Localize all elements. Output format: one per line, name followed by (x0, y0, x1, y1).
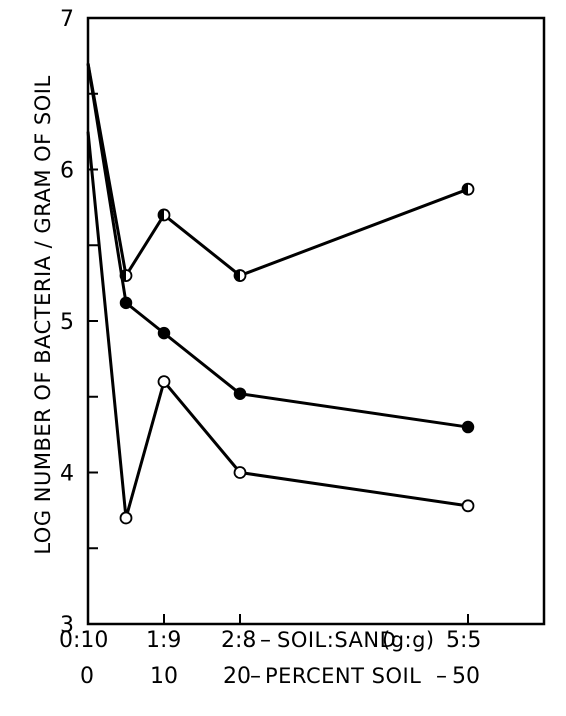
x-tick-label-ratio-3: 5:5 (446, 628, 481, 653)
x-axis-dash-2: – (250, 664, 261, 689)
x-axis-dash-1: – (260, 628, 271, 653)
x-tick-label-ratio-0: 0:10 (59, 628, 108, 653)
series-line-open (86, 131, 469, 520)
x-tick-label-percent-3: 50 (452, 664, 480, 689)
x-tick-label-ratio-1: 1:9 (146, 628, 181, 653)
y-tick-labels: 3 4 5 6 7 (60, 7, 74, 638)
data-point-half-filled (461, 182, 475, 196)
x-tick-label-percent-0: 0 (80, 664, 94, 689)
marker-half-fill (120, 270, 126, 282)
marker-half-fill (234, 270, 240, 282)
data-point-half-filled (233, 269, 247, 282)
data-point-open (157, 375, 171, 389)
x-tick-label-percent-1: 10 (150, 664, 178, 689)
y-tick-label: 4 (60, 462, 74, 487)
x-tick-label-percent-2: 20 (223, 664, 251, 689)
data-point-half-filled (157, 208, 171, 222)
series-markers (119, 182, 475, 525)
plot-frame (86, 16, 546, 626)
x-axis-label-percent: PERCENT SOIL (265, 664, 421, 688)
y-axis-label: LOG NUMBER OF BACTERIA / GRAM OF SOIL (31, 75, 55, 554)
x-axis-dash-3: – (436, 664, 447, 689)
data-point-half-filled (119, 269, 133, 282)
x-axis-label-ratio: SOIL:SAND (277, 628, 396, 652)
marker-half-fill (462, 183, 468, 195)
data-point-open (461, 499, 475, 513)
plot-border (86, 16, 546, 626)
y-tick-label: 3 (60, 613, 74, 638)
marker-half-fill (158, 209, 164, 221)
data-point-open (233, 466, 247, 479)
data-point-open (119, 511, 133, 525)
y-tick-label: 6 (60, 159, 74, 184)
axis-ticks (87, 17, 469, 625)
data-point-filled (461, 420, 475, 434)
x-axis-units: (g:g) (382, 628, 435, 652)
data-point-filled (233, 387, 247, 400)
data-point-filled (119, 296, 133, 310)
x-tick-label-ratio-2: 2:8 (221, 628, 256, 653)
data-point-filled (157, 326, 171, 340)
y-tick-label: 5 (60, 310, 74, 335)
series-lines (86, 63, 469, 520)
series-line-half-filled (86, 63, 469, 278)
y-tick-label: 7 (60, 7, 74, 32)
